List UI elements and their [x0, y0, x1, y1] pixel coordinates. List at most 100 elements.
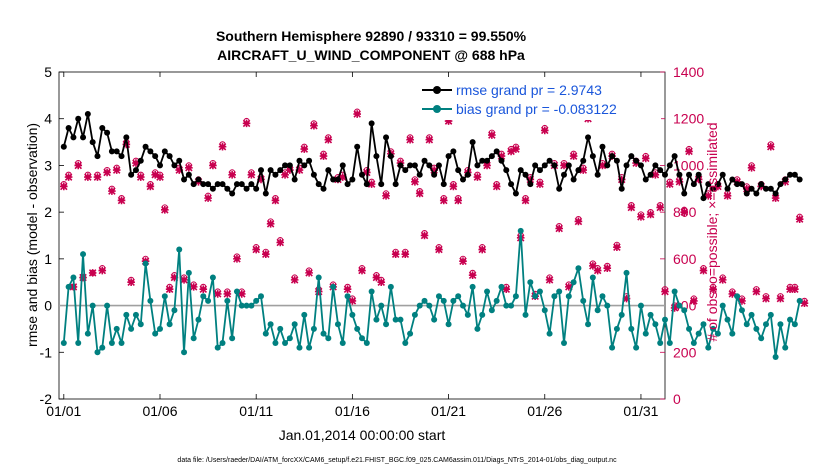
bias-point: [450, 297, 457, 304]
x-tick-label: 01/31: [623, 403, 658, 419]
bias-point: [277, 325, 284, 332]
rmse-point: [137, 157, 144, 164]
rmse-point: [508, 181, 515, 188]
assimilated-point: [483, 161, 491, 170]
rmse-point: [719, 171, 726, 178]
assimilated-point: [79, 273, 87, 282]
rmse-point: [123, 134, 130, 141]
rmse-point: [166, 153, 173, 160]
bias-point: [397, 316, 404, 323]
y-tick-label: 5: [44, 64, 52, 80]
bias-point: [705, 344, 712, 351]
assimilated-point: [348, 297, 357, 305]
assimilated-point: [175, 166, 184, 174]
bias-point: [729, 330, 736, 337]
rmse-point: [580, 157, 587, 164]
rmse-point: [676, 171, 683, 178]
bias-point: [695, 330, 702, 337]
legend-bias-marker: [433, 105, 441, 113]
rmse-point: [387, 153, 394, 160]
assimilated-point: [108, 187, 116, 195]
assimilated-point: [723, 191, 732, 200]
rmse-point: [748, 185, 755, 192]
rmse-point: [142, 143, 149, 150]
legend-rmse-marker: [433, 86, 441, 94]
bias-point: [613, 325, 620, 332]
rmse-point: [536, 167, 543, 174]
footer-data-file: data file: /Users/raeder/DAI/ATM_forcXX/…: [177, 457, 617, 464]
rmse-point: [435, 162, 442, 169]
y-tick-label: -1: [40, 344, 53, 360]
assimilated-point: [204, 194, 212, 202]
rmse-point: [637, 162, 644, 169]
rmse-point: [195, 176, 202, 183]
rmse-point: [445, 153, 452, 160]
rmse-point: [647, 171, 654, 178]
rmse-point: [416, 171, 423, 178]
y-right-tick-label: 1400: [673, 64, 704, 80]
rmse-point: [325, 167, 332, 174]
bias-point: [575, 265, 582, 272]
bias-point: [310, 325, 317, 332]
assimilated-point: [435, 245, 443, 254]
assimilated-point: [84, 173, 92, 181]
assimilated-point: [622, 294, 631, 303]
bias-point: [132, 311, 139, 318]
rmse-point: [738, 181, 745, 188]
rmse-point: [407, 162, 414, 169]
assimilated-point: [473, 173, 482, 181]
plot-area: [58, 71, 666, 400]
bias-point: [286, 335, 293, 342]
assimilated-point: [310, 121, 318, 130]
assimilated-point: [233, 255, 241, 263]
bias-point: [349, 311, 356, 318]
assimilated-point: [266, 220, 275, 228]
assimilated-point: [738, 297, 746, 305]
rmse-point: [517, 167, 524, 174]
bias-point: [426, 302, 433, 309]
assimilated-point: [526, 175, 535, 184]
bias-point: [334, 321, 341, 328]
assimilated-point: [459, 257, 467, 265]
assimilated-point: [661, 287, 669, 296]
bias-point: [195, 316, 202, 323]
assimilated-point: [93, 173, 102, 181]
assimilated-point: [718, 276, 727, 284]
bias-point: [671, 288, 678, 295]
rmse-point: [392, 181, 399, 188]
assimilated-point: [415, 189, 424, 198]
bias-point: [546, 330, 553, 337]
assimilated-point: [627, 203, 636, 212]
bias-point: [589, 274, 596, 281]
assimilated-point: [247, 170, 256, 179]
bias-point: [392, 316, 399, 323]
rmse-point: [296, 157, 303, 164]
assimilated-point: [771, 194, 780, 202]
y-tick-label: -2: [40, 391, 53, 407]
bias-point: [758, 335, 765, 342]
rmse-point: [431, 171, 438, 178]
bias-point: [320, 330, 327, 337]
rmse-point: [714, 181, 721, 188]
bias-point: [604, 302, 611, 309]
rmse-point: [185, 171, 192, 178]
bias-point: [460, 302, 466, 309]
assimilated-point: [593, 266, 602, 275]
assimilated-point: [161, 206, 169, 214]
rmse-point: [411, 162, 418, 169]
rmse-point: [344, 181, 351, 188]
assimilated-point: [641, 154, 650, 163]
rmse-point: [224, 185, 231, 192]
assimilated-point: [391, 250, 400, 258]
assimilated-point: [670, 304, 679, 312]
bias-point: [407, 330, 414, 337]
rmse-point: [253, 185, 260, 192]
rmse-point: [599, 143, 606, 150]
bias-point: [325, 335, 332, 342]
bias-point: [248, 302, 255, 309]
bias-point: [330, 283, 337, 290]
bias-point: [229, 335, 236, 342]
rmse-point: [176, 157, 183, 164]
bias-point: [84, 330, 91, 337]
assimilated-point: [497, 152, 506, 160]
